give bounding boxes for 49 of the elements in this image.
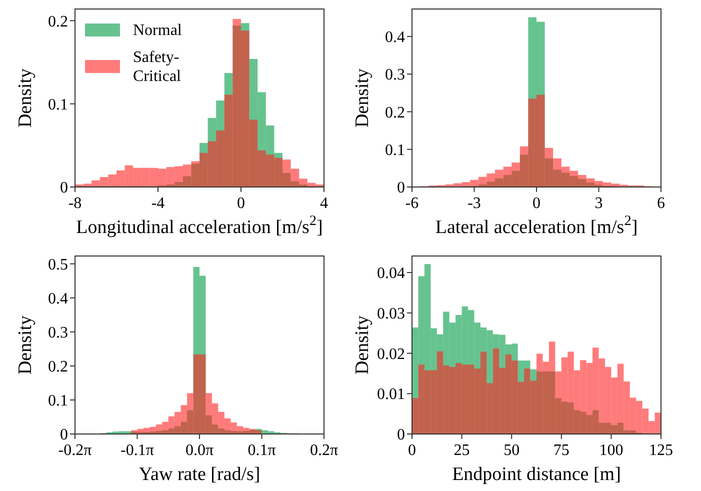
y-tick-label: 0.4: [48, 290, 68, 308]
y-axis-title: Density: [15, 314, 36, 375]
x-tick-label: -8: [68, 195, 82, 212]
y-tick-label: 0.2: [385, 104, 405, 122]
x-tick-label: -0.2π: [58, 442, 92, 459]
y-tick-label: 0.1: [385, 142, 405, 159]
y-tick-label: 0.1: [48, 392, 68, 410]
y-tick-label: 0.2: [48, 13, 68, 30]
y-tick-label: 0.03: [377, 306, 405, 323]
x-tick-label: 4: [320, 195, 328, 212]
x-tick-label: 0: [237, 195, 245, 212]
x-axis-title: Lateral acceleration [m/s$^{2}$]: [435, 213, 638, 238]
y-tick-label: 0: [397, 426, 405, 444]
x-tick-label: -6: [405, 195, 419, 212]
legend-label: Normal: [133, 22, 182, 39]
x-tick-label: -3: [468, 195, 481, 212]
x-tick-label: 0.0π: [185, 442, 214, 459]
x-tick-label: 3: [594, 195, 603, 212]
x-tick-label: -4: [151, 195, 165, 212]
x-tick-label: 0: [532, 195, 540, 212]
x-tick-label: 25: [454, 442, 470, 459]
y-tick-label: 0.02: [377, 346, 405, 363]
legend-label: Safety-Critical: [133, 49, 182, 85]
x-tick-label: 75: [553, 442, 570, 459]
x-tick-label: 6: [657, 195, 665, 212]
y-tick-label: 0: [397, 180, 405, 197]
x-tick-label: 0.1π: [248, 442, 276, 459]
y-tick-label: 0.3: [385, 66, 405, 84]
x-tick-label: 0.2π: [310, 442, 338, 459]
y-tick-label: 0.1: [48, 96, 68, 114]
y-tick-label: 0.4: [385, 29, 405, 46]
y-tick-label: 0.01: [377, 386, 405, 404]
x-tick-label: 50: [504, 442, 520, 459]
x-tick-label: -0.1π: [120, 442, 154, 459]
y-tick-label: 0.5: [48, 256, 68, 274]
x-axis-title: Yaw rate [rad/s]: [138, 464, 260, 485]
x-tick-label: 100: [599, 442, 624, 459]
y-tick-label: 0: [60, 426, 68, 444]
x-axis-title: Endpoint distance [m]: [452, 464, 621, 485]
x-axis-title: Longitudinal acceleration [m/s$^{2}$]: [76, 213, 323, 238]
y-axis-title: Density: [15, 68, 36, 128]
y-tick-label: 0: [60, 180, 68, 197]
y-tick-label: 0.3: [48, 324, 68, 342]
y-tick-label: 0.2: [48, 358, 68, 376]
y-axis-title: Density: [352, 68, 373, 128]
x-tick-label: 125: [649, 442, 673, 459]
x-tick-label: 0: [408, 442, 416, 459]
y-tick-label: 0.04: [377, 265, 405, 282]
y-axis-title: Density: [352, 314, 373, 375]
